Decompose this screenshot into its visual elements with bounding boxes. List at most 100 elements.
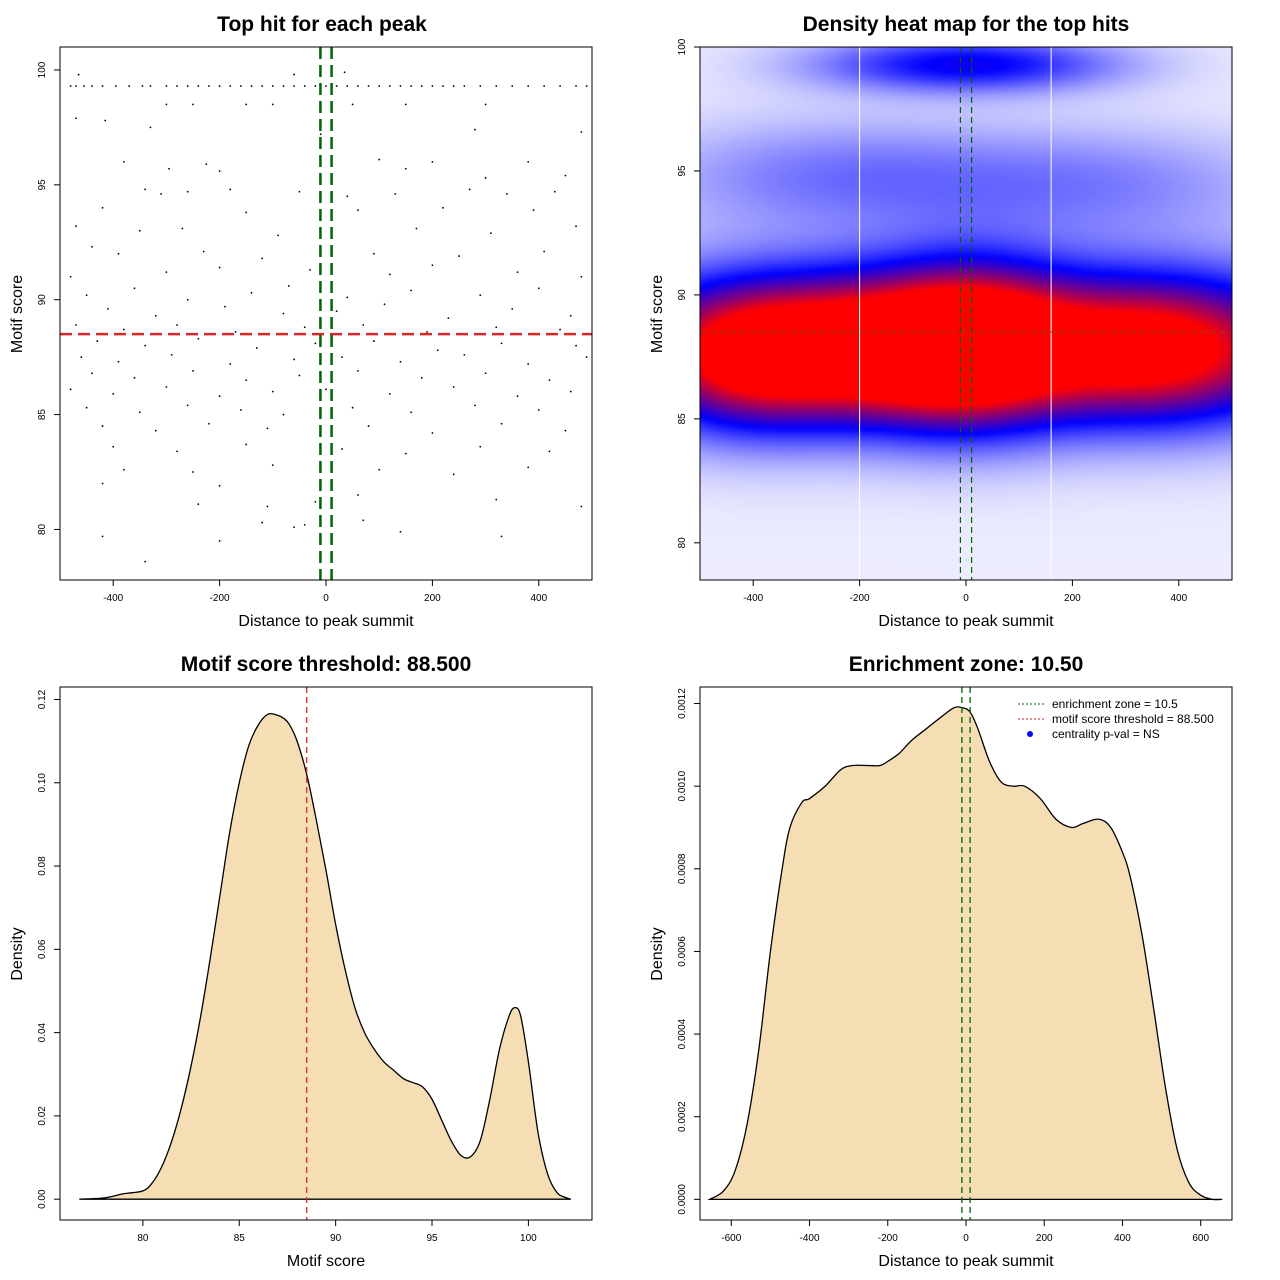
scatter-point [208, 85, 210, 87]
scatter-point [431, 85, 434, 87]
scatter-point [442, 85, 444, 87]
scatter-point [575, 225, 577, 228]
scatter-point [383, 303, 386, 306]
scatter-point [343, 71, 346, 74]
scatter-point [527, 85, 530, 87]
scatter-point [165, 103, 168, 106]
scatter-point [335, 85, 338, 87]
scatter-point [168, 167, 170, 170]
scatter-point [436, 349, 439, 352]
x-tick-label: -200 [878, 1233, 898, 1244]
scatter-point [553, 190, 556, 193]
legend: enrichment zone = 10.5 motif score thres… [1018, 697, 1214, 741]
y-tick-label: 0.08 [37, 856, 48, 876]
y-tick-label: 0.0008 [677, 853, 688, 884]
scatter-point [271, 464, 274, 467]
scatter-point [192, 103, 194, 106]
scatter-point [271, 85, 274, 87]
x-tick-label: 90 [330, 1233, 342, 1244]
scatter-point [357, 494, 359, 496]
scatter-point [341, 448, 343, 450]
scatter-point [75, 225, 77, 228]
scatter-point [69, 275, 72, 278]
legend-pval-point [1027, 731, 1033, 737]
scatter-point [298, 374, 301, 377]
scatter-point [404, 167, 407, 170]
scatter-point [500, 342, 503, 345]
x-tick-label: 200 [1036, 1233, 1053, 1244]
scatter-point [351, 103, 354, 106]
scatter-point [282, 85, 285, 87]
scatter-point [484, 372, 487, 375]
heatmap-density-image [700, 47, 1232, 580]
scatter-point [479, 294, 482, 297]
scatter-point [205, 163, 208, 166]
scatter-point [559, 328, 561, 331]
x-tick-label: 0 [963, 1233, 969, 1244]
scatter-point [452, 85, 455, 87]
scatter-point [346, 85, 349, 87]
scatter-point [165, 85, 168, 87]
heatmap-plot-frame [699, 46, 1233, 581]
scatter-point [144, 188, 147, 191]
scatter-point [452, 386, 455, 388]
y-tick-label: 90 [37, 294, 48, 306]
scatter-point [527, 466, 530, 469]
scatter-point [75, 85, 77, 87]
scatter-point [83, 85, 85, 87]
scatter-point [357, 85, 359, 87]
scatter-point [484, 177, 487, 179]
scatter-point [309, 268, 311, 271]
scatter-point [165, 271, 168, 274]
y-tick-label: 0.02 [37, 1106, 48, 1126]
scatter-point [245, 379, 248, 382]
scatter-point [80, 356, 83, 359]
scatter-point [192, 370, 194, 372]
y-tick-label: 0.0004 [677, 1018, 688, 1049]
scatter-point [250, 291, 253, 294]
scatter-point [69, 85, 72, 87]
scatter-x-label: Distance to peak summit [238, 613, 414, 630]
distance-density-curve [707, 706, 1223, 1201]
scatter-point [431, 264, 434, 267]
y-tick-label: 85 [37, 409, 48, 421]
scatter-point [91, 245, 93, 248]
scatter-point [239, 409, 242, 411]
scatter-point [224, 305, 226, 308]
scatter-point [101, 535, 104, 538]
scatter-point [277, 234, 280, 237]
y-tick-label: 0.00 [37, 1189, 48, 1209]
scatter-point [229, 363, 232, 365]
scatter-point [218, 266, 221, 269]
scatter-point [245, 211, 248, 214]
scatter-point [404, 452, 407, 455]
y-tick-label: 0.0002 [677, 1101, 688, 1132]
scatter-point [85, 294, 88, 297]
scatter-point [101, 206, 104, 209]
scatter-point [181, 227, 184, 230]
scatter-point [138, 411, 141, 414]
scatter-point [114, 85, 117, 87]
scatter-point [468, 188, 471, 191]
y-tick-label: 0.10 [37, 773, 48, 793]
scatter-axes: -400 -200 0 200 400 80 85 90 95 100 [37, 61, 548, 604]
scatter-point [527, 363, 530, 365]
scatter-point [141, 85, 144, 87]
x-tick-label: 0 [323, 593, 329, 604]
scatter-point [266, 427, 269, 430]
scatter-point [245, 103, 248, 106]
scatter-point [154, 429, 157, 432]
scatter-title: Top hit for each peak [217, 13, 427, 36]
heatmap-reference-lines [700, 47, 1232, 580]
scatter-point [447, 317, 450, 319]
scatter-point [271, 390, 274, 393]
scatter-point [314, 500, 317, 503]
legend-zone-label: enrichment zone = 10.5 [1052, 697, 1178, 711]
scatter-point [303, 85, 306, 87]
scatter-point [112, 393, 115, 395]
scatter-point [192, 471, 194, 473]
scatter-point [367, 425, 370, 427]
scatter-point [122, 468, 125, 471]
scatter-point [346, 195, 349, 198]
scatter-point [133, 287, 136, 290]
